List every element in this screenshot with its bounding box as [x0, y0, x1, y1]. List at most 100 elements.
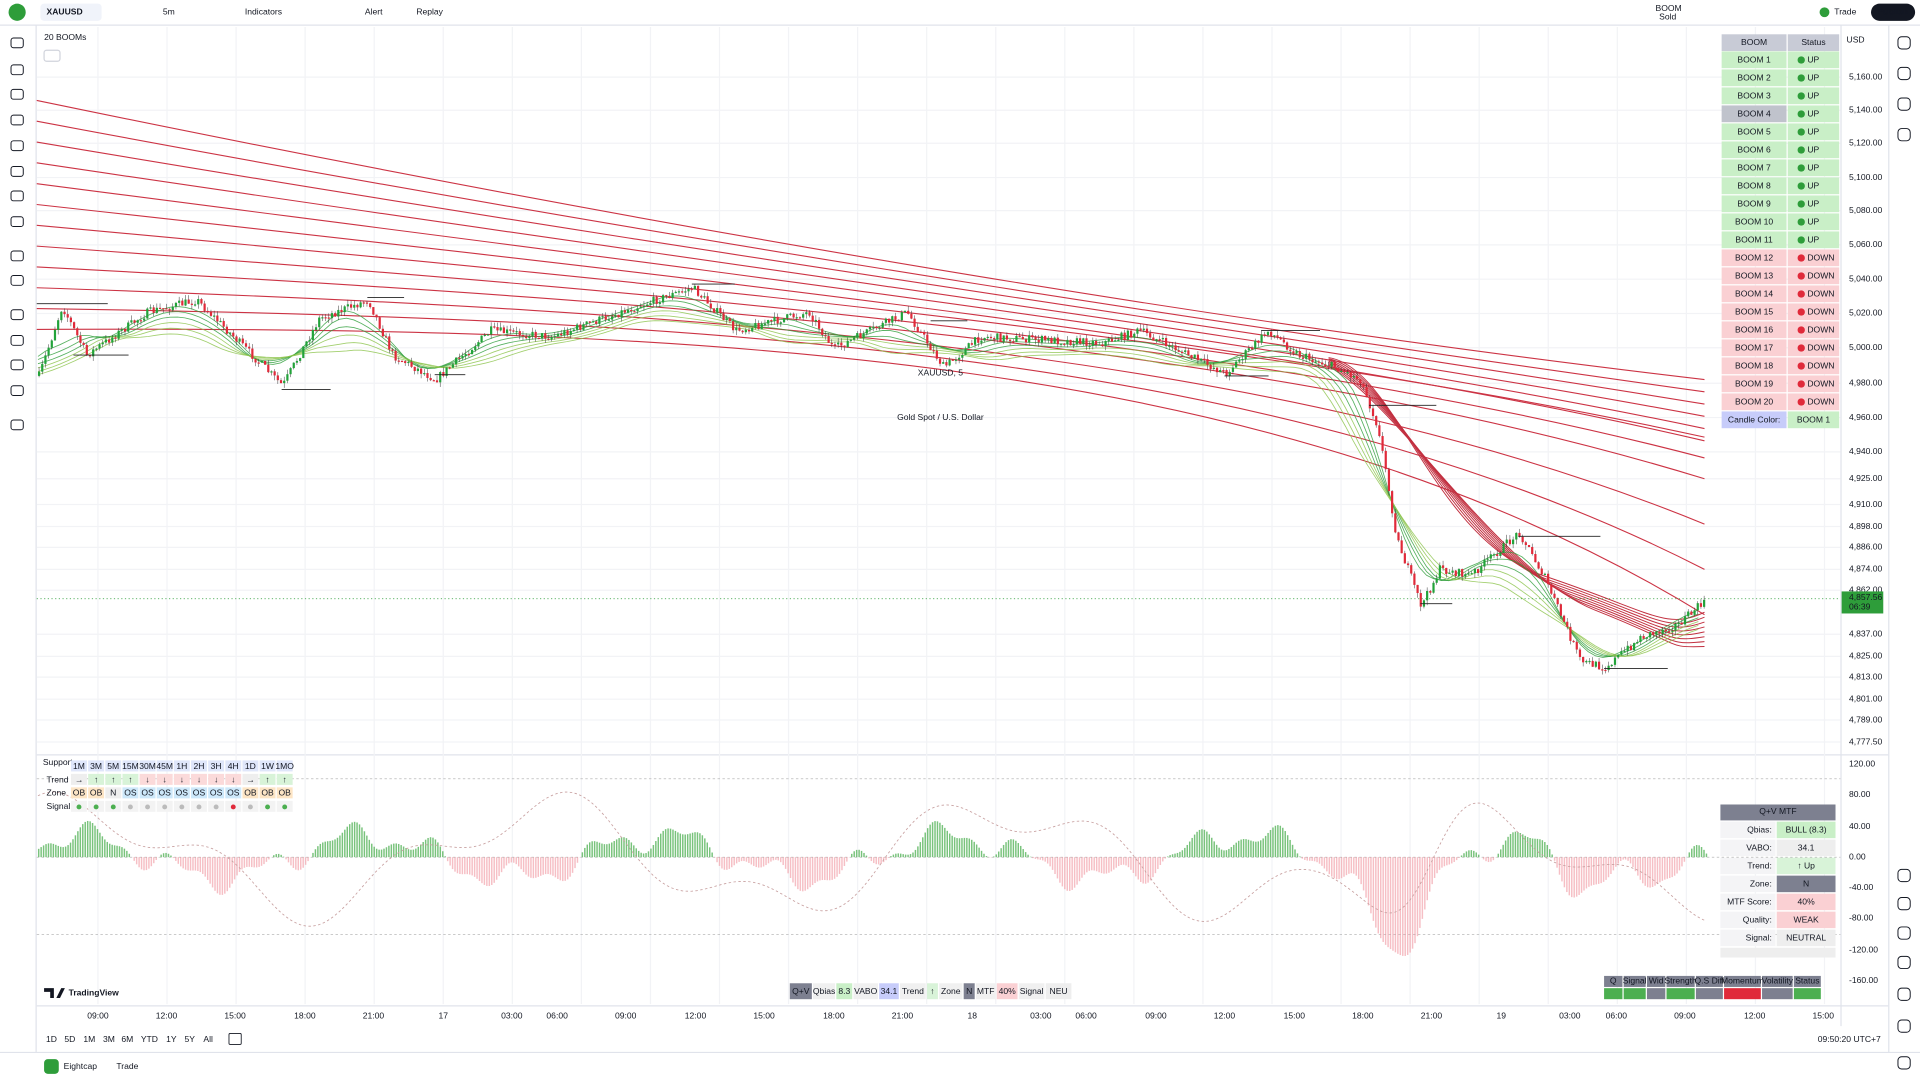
top-bar	[0, 0, 1920, 25]
tool-icon[interactable]	[10, 37, 24, 49]
sidebar-icon[interactable]	[1897, 128, 1911, 142]
osc-bar	[1181, 850, 1184, 858]
sidebar-icon[interactable]	[1897, 955, 1911, 970]
replay-button[interactable]: Replay	[416, 7, 443, 17]
candle	[604, 316, 607, 320]
tool-icon[interactable]	[10, 419, 24, 431]
period-button[interactable]: YTD	[141, 1034, 158, 1044]
osc-bar	[104, 839, 106, 858]
time-axis-label: 12:00	[156, 1011, 178, 1021]
period-button[interactable]: 5D	[64, 1034, 75, 1044]
layout-name[interactable]: BOOM	[1656, 3, 1682, 13]
stats-head	[1604, 975, 1623, 987]
sidebar-icon[interactable]	[1897, 97, 1911, 111]
publish-button[interactable]	[1871, 3, 1916, 21]
osc-bar	[836, 857, 838, 877]
support-signal	[196, 804, 202, 810]
publish-label[interactable]: Publish	[1878, 7, 1909, 17]
broker-name[interactable]: Eightcap	[64, 1061, 98, 1071]
period-button[interactable]: 1D	[46, 1034, 57, 1044]
candle	[490, 326, 493, 335]
tool-icon[interactable]	[10, 140, 24, 152]
candle	[455, 357, 458, 365]
candle	[623, 310, 626, 313]
tool-icon[interactable]	[10, 114, 24, 126]
footer-trade[interactable]: Trade	[116, 1061, 138, 1071]
osc-bar	[1590, 857, 1593, 886]
boom-cell	[1787, 87, 1840, 105]
osc-bar	[1632, 857, 1634, 867]
osc-bar	[1108, 857, 1110, 873]
tool-icon[interactable]	[10, 385, 24, 397]
sidebar-icon[interactable]	[1897, 1056, 1911, 1070]
sidebar-icon[interactable]	[1897, 868, 1911, 883]
osc-bar	[1240, 839, 1242, 858]
price-axis-label: 4,960.00	[1849, 412, 1883, 422]
sidebar-icon[interactable]	[1897, 987, 1911, 1001]
candle	[397, 360, 400, 362]
avatar[interactable]	[8, 3, 26, 21]
period-button[interactable]: 6M	[121, 1034, 133, 1044]
osc-bar	[1328, 857, 1331, 875]
collapse-button[interactable]	[43, 49, 61, 62]
sidebar-icon[interactable]	[1897, 66, 1911, 81]
osc-bar	[1103, 857, 1105, 874]
osc-bar	[334, 839, 336, 858]
tool-icon[interactable]	[10, 309, 24, 321]
candle	[420, 368, 423, 374]
indicators-button[interactable]: Indicators	[245, 7, 282, 17]
tool-icon[interactable]	[10, 275, 24, 286]
support-trend: ↓	[214, 774, 218, 784]
boom-cell	[1721, 69, 1787, 87]
symbol[interactable]: XAUUSD	[47, 7, 83, 17]
candle	[827, 335, 830, 343]
candle	[760, 323, 763, 330]
symbol-box[interactable]	[40, 3, 102, 21]
period-button[interactable]: 1M	[83, 1034, 95, 1044]
period-button[interactable]: 3M	[103, 1034, 115, 1044]
candle	[260, 360, 264, 363]
candle	[1002, 335, 1005, 342]
candle	[136, 320, 139, 323]
boom-cell	[1721, 105, 1787, 123]
candle	[1457, 569, 1461, 577]
tool-icon[interactable]	[10, 335, 24, 346]
tool-icon[interactable]	[10, 64, 24, 76]
support-signal	[247, 804, 253, 810]
candle	[41, 363, 44, 372]
osc-bar	[1218, 847, 1220, 858]
broker-logo	[44, 1059, 59, 1074]
tool-icon[interactable]	[10, 216, 24, 228]
osc-bar	[1367, 857, 1370, 906]
candle	[747, 329, 751, 332]
tool-icon[interactable]	[10, 359, 24, 371]
osc-bar	[1007, 840, 1010, 858]
sidebar-icon[interactable]	[1897, 1019, 1911, 1033]
trade-button[interactable]: Trade	[1834, 7, 1856, 17]
candle	[248, 346, 251, 349]
osc-bar	[175, 857, 177, 861]
sidebar-icon[interactable]	[1897, 926, 1911, 940]
candle	[837, 342, 840, 345]
clock[interactable]: 09:50:20 UTC+7	[1818, 1034, 1881, 1044]
alert-button[interactable]: Alert	[365, 7, 383, 17]
osc-bar	[172, 857, 175, 859]
boom-name: BOOM 5	[1737, 126, 1771, 136]
support-head	[276, 760, 293, 772]
tool-icon[interactable]	[10, 190, 24, 202]
currency[interactable]: USD	[1847, 35, 1865, 45]
sidebar-icon[interactable]	[1897, 897, 1911, 911]
period-button[interactable]: 5Y	[185, 1034, 196, 1044]
osc-bar	[1201, 829, 1203, 858]
status-dot	[1797, 290, 1805, 298]
date-range-button[interactable]	[228, 1033, 242, 1045]
period-button[interactable]: All	[203, 1034, 213, 1044]
period-button[interactable]: 1Y	[166, 1034, 177, 1044]
sidebar-icon[interactable]	[1897, 36, 1911, 50]
candle	[254, 358, 257, 363]
osc-bar	[356, 822, 358, 858]
tool-icon[interactable]	[10, 166, 24, 177]
interval[interactable]: 5m	[163, 7, 175, 17]
tool-icon[interactable]	[10, 250, 24, 262]
tool-icon[interactable]	[10, 88, 24, 100]
